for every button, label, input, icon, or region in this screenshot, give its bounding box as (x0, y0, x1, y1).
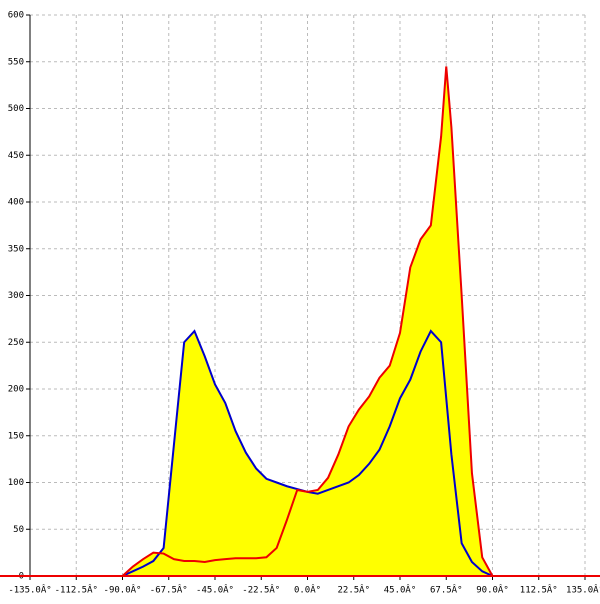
y-tick-label: 250 (8, 338, 24, 348)
x-tick-label: 112.5Â° (520, 584, 558, 596)
area (122, 66, 493, 577)
y-tick-label: 200 (8, 385, 24, 395)
y-tick-label: 600 (8, 11, 24, 21)
y-tick-label: 350 (8, 244, 24, 254)
x-tick-label: 0.0Â° (294, 584, 321, 596)
x-tick-label: 67.5Â° (430, 584, 463, 596)
x-tick-label: -45.0Â° (196, 584, 234, 596)
x-tick-label: -90.0Â° (104, 584, 142, 596)
y-tick-label: 550 (8, 57, 24, 67)
y-tick-label: 100 (8, 478, 24, 488)
x-tick-label: 22.5Â° (337, 584, 370, 596)
y-tick-label: 50 (13, 525, 24, 535)
x-tick-label: 90.0Â° (476, 584, 509, 596)
y-tick-label: 500 (8, 104, 24, 114)
x-tick-label: -67.5Â° (150, 584, 188, 596)
x-tick-label: -112.5Â° (55, 584, 98, 596)
y-tick-label: 300 (8, 291, 24, 301)
x-tick-label: -22.5Â° (242, 584, 280, 596)
x-tick-label: 135.0Â° (566, 584, 600, 596)
x-tick-label: 45.0Â° (384, 584, 417, 596)
y-tick-label: 150 (8, 431, 24, 441)
line (121, 66, 494, 577)
y-tick-label: 450 (8, 151, 24, 161)
y-tick-label: 400 (8, 198, 24, 208)
x-tick-label: -135.0Â° (8, 584, 51, 596)
